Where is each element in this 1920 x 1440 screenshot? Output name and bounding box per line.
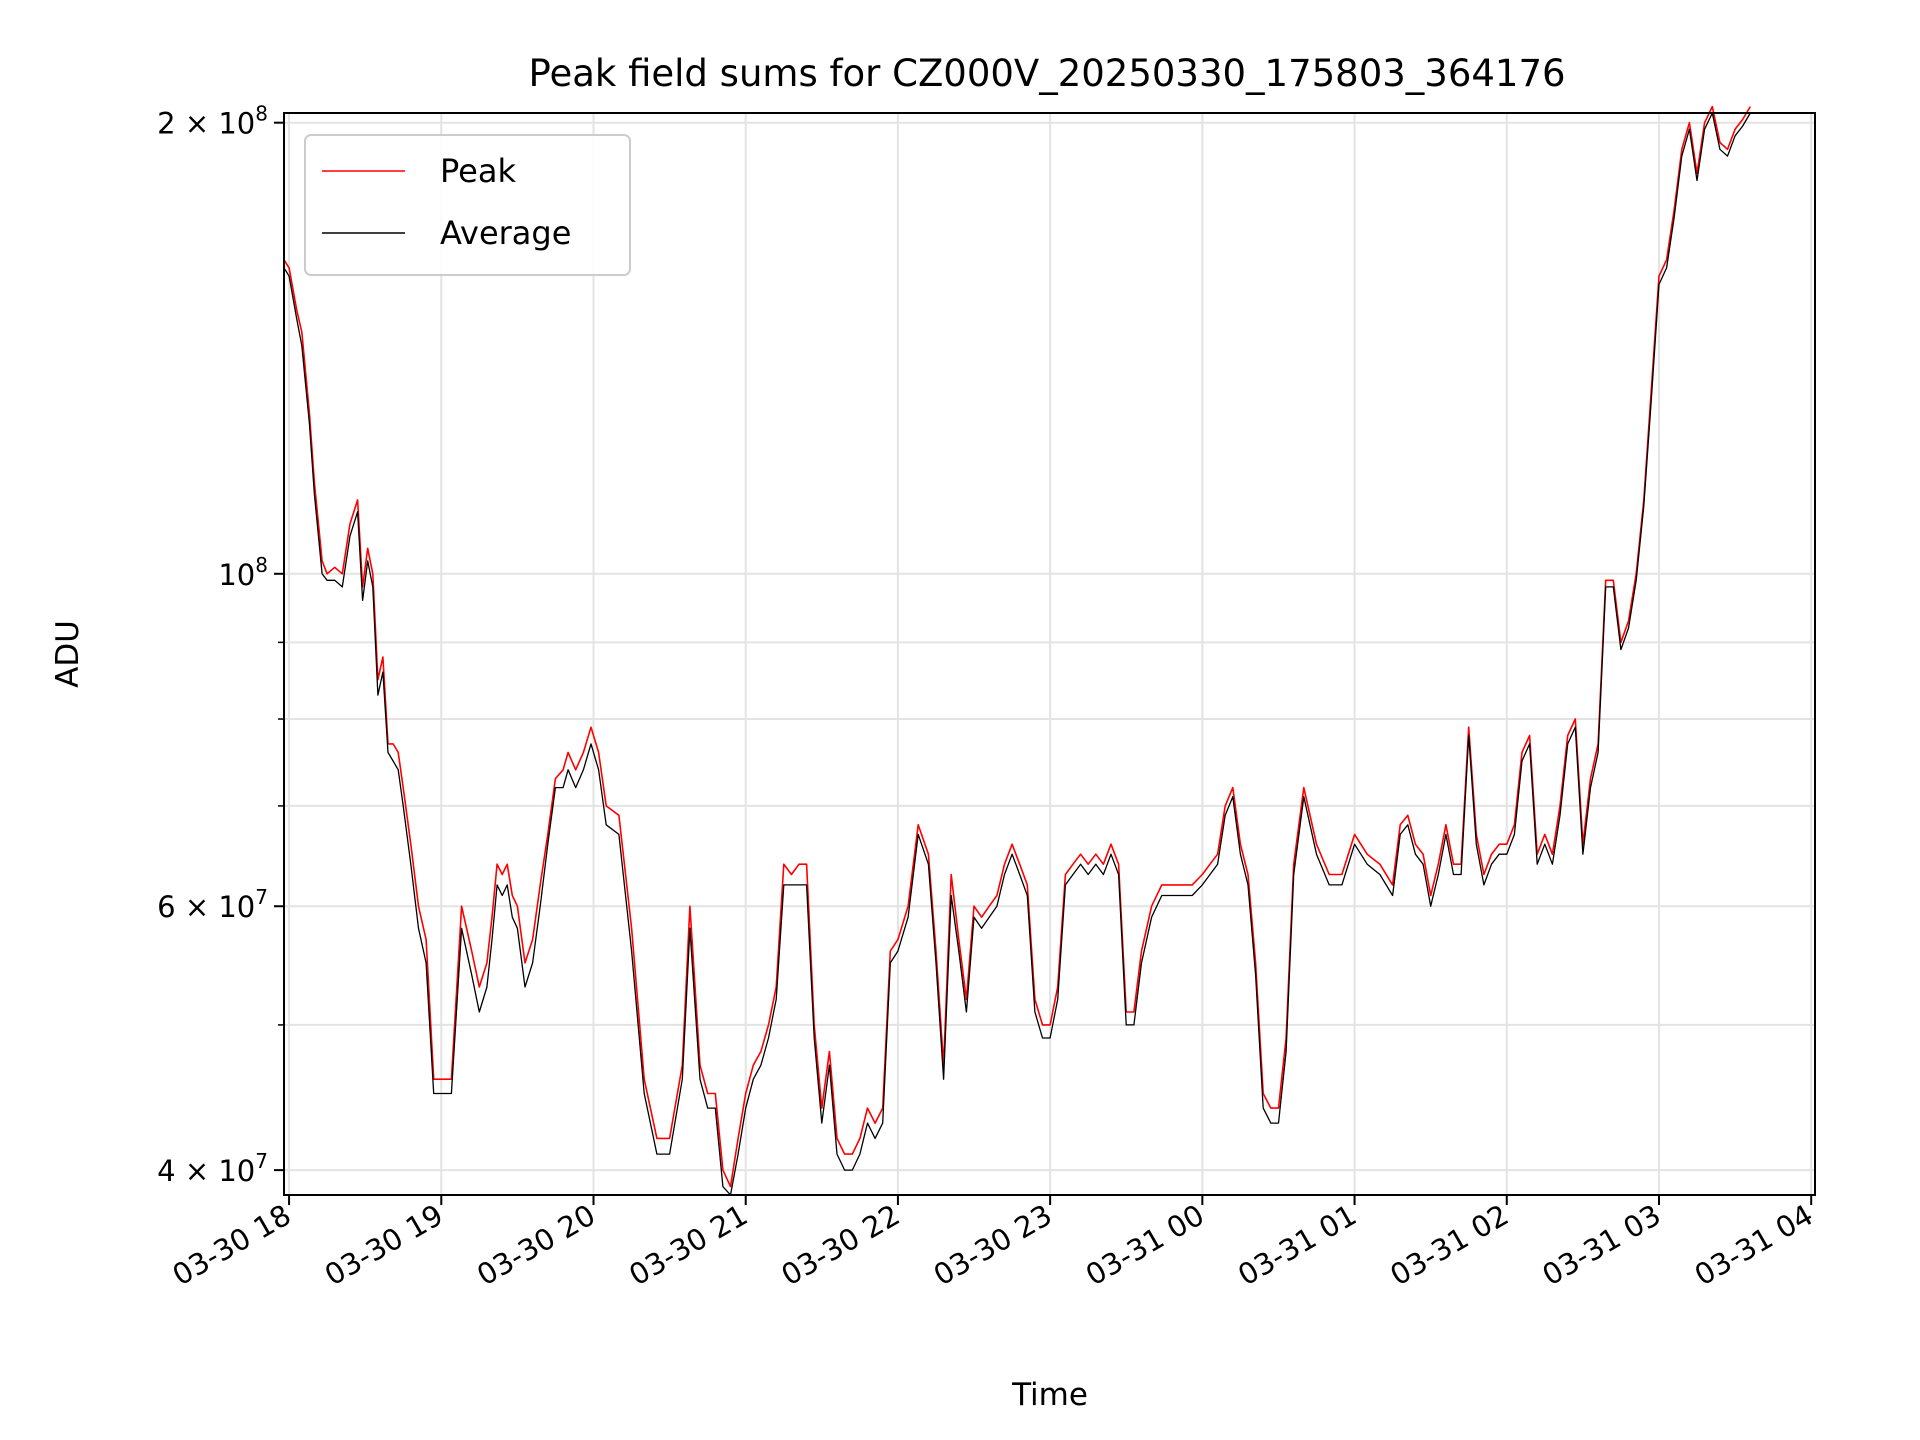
x-tick-label: 03-30 20 [471, 1198, 601, 1293]
legend-label-peak: Peak [440, 152, 516, 190]
x-axis: 03-30 18 03-30 19 03-30 20 03-30 21 03-30 22… [167, 1195, 1819, 1292]
x-tick-label: 03-31 01 [1232, 1198, 1362, 1293]
x-tick-label: 03-31 03 [1537, 1198, 1667, 1293]
x-tick-label: 03-31 00 [1080, 1198, 1210, 1293]
series-lines [283, 105, 1751, 1196]
y-tick-label: 4 × 107 [157, 1149, 268, 1188]
y-tick-label: 108 [218, 553, 268, 592]
y-tick-label: 2 × 108 [157, 102, 268, 141]
legend-box [304, 134, 631, 276]
legend-label-average: Average [440, 214, 571, 252]
chart-title: Peak field sums for CZ000V_20250330_1758… [528, 52, 1565, 95]
x-axis-label: Time [1011, 1377, 1088, 1413]
x-tick-label: 03-31 04 [1689, 1198, 1819, 1293]
series-line-average [283, 112, 1751, 1196]
y-axis-label: ADU [50, 620, 86, 688]
series-line-peak [283, 105, 1751, 1188]
y-tick-label: 6 × 107 [157, 885, 268, 924]
x-tick-label: 03-30 18 [167, 1198, 297, 1293]
x-tick-label: 03-30 22 [776, 1198, 906, 1293]
y-axis: 2 × 108 108 6 × 107 4 × 107 [157, 102, 284, 1188]
x-tick-label: 03-30 19 [319, 1198, 449, 1293]
x-tick-label: 03-30 23 [928, 1198, 1058, 1293]
x-tick-label: 03-30 21 [623, 1198, 753, 1293]
legend: Peak Average [304, 134, 631, 276]
x-tick-label: 03-31 02 [1384, 1198, 1514, 1293]
